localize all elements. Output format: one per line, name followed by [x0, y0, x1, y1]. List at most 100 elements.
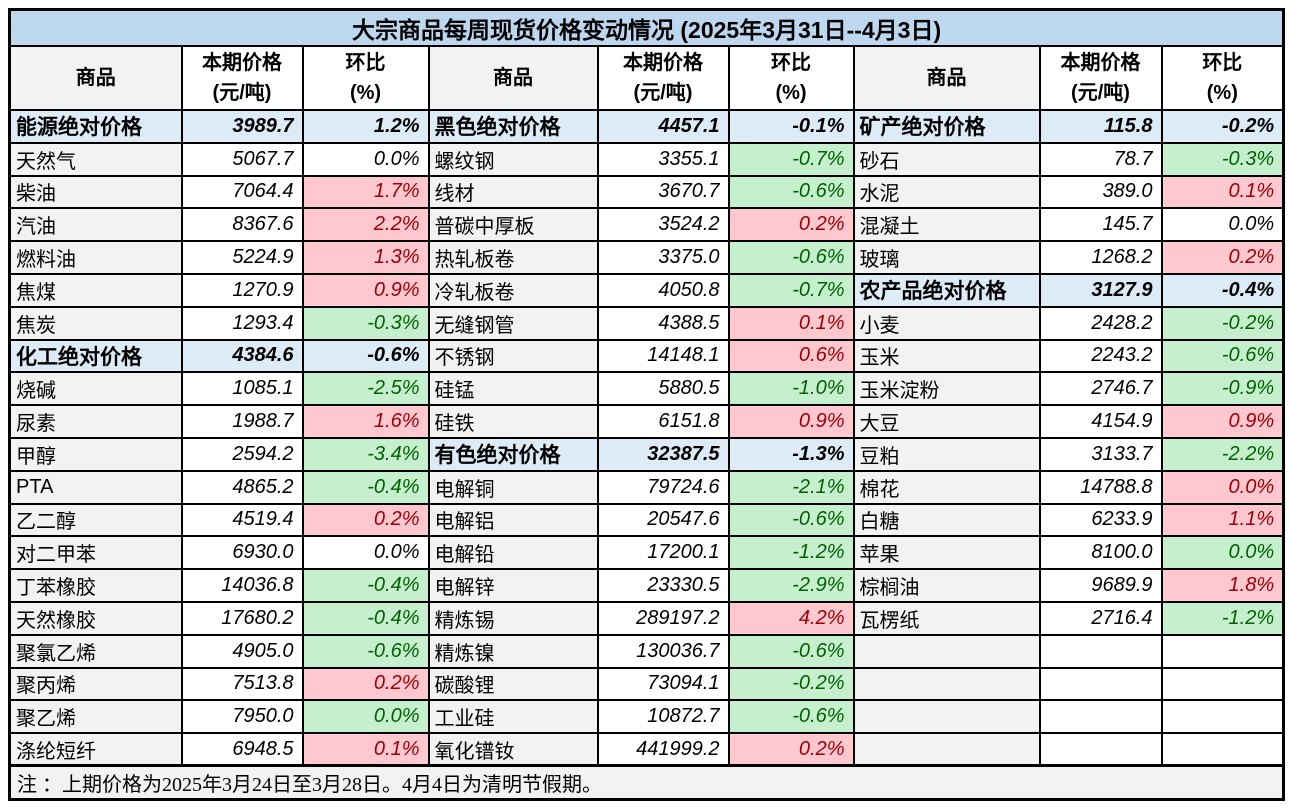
price-value: 78.7: [1038, 141, 1163, 177]
price-value: 7950.0: [180, 699, 304, 735]
commodity-name: PTA: [8, 469, 183, 505]
price-value: 389.0: [1038, 174, 1163, 210]
header-price-label: 本期价格: [1060, 52, 1141, 74]
header-price-unit: (元/吨): [633, 82, 693, 104]
price-value: 2594.2: [180, 436, 304, 472]
header-price: 本期价格 (元/吨): [1038, 45, 1163, 111]
table-row: 烧碱 1085.1 -2.5% 硅锰 5880.5 -1.0% 玉米淀粉 2746.7 -0.9…: [8, 371, 1285, 407]
pct-change: 0.9%: [301, 272, 430, 308]
pct-change: 0.0%: [301, 699, 430, 735]
commodity-name: 不锈钢: [427, 338, 599, 374]
title-row: 大宗商品每周现货价格变动情况 (2025年3月31日--4月3日): [8, 8, 1285, 47]
commodity-name: 棕榈油: [852, 568, 1041, 603]
price-value: 6948.5: [180, 732, 304, 767]
pct-change: -0.6%: [727, 240, 855, 275]
price-value: 5224.9: [180, 240, 304, 275]
page-title: 大宗商品每周现货价格变动情况 (2025年3月31日--4月3日): [8, 8, 1285, 47]
header-commodity-label: 商品: [75, 67, 116, 89]
spreadsheet: 大宗商品每周现货价格变动情况 (2025年3月31日--4月3日) 商品 本期价…: [8, 8, 1286, 802]
table-row: 天然气 5067.7 0.0% 螺纹钢 3355.1 -0.7% 砂石 78.7 -0.3%: [8, 141, 1285, 177]
pct-change: -1.2%: [1160, 600, 1285, 636]
price-value: 8100.0: [1038, 535, 1163, 571]
price-value: 73094.1: [596, 666, 730, 702]
price-value: 1085.1: [180, 371, 304, 407]
commodity-name: 棉花: [852, 469, 1041, 505]
header-price-label: 本期价格: [623, 52, 703, 74]
pct-change: [1160, 732, 1285, 767]
commodity-name: 硅锰: [427, 371, 599, 407]
pct-change: -2.1%: [727, 469, 855, 505]
table-row: 天然橡胶 17680.2 -0.4% 精炼锡 289197.2 4.2% 瓦楞纸 2716.4…: [8, 600, 1285, 636]
price-value: 3989.7: [180, 109, 304, 144]
header-wow: 环比 (%): [727, 45, 855, 111]
commodity-name: 黑色绝对价格: [427, 109, 599, 144]
pct-change: [1160, 633, 1285, 669]
commodity-name: 电解铜: [427, 469, 599, 505]
commodity-name: 混凝土: [852, 207, 1041, 243]
commodity-name: 天然橡胶: [8, 600, 183, 636]
pct-change: -2.9%: [727, 568, 855, 603]
pct-change: 0.2%: [301, 666, 430, 702]
price-value: 4388.5: [596, 305, 730, 341]
price-value: 1988.7: [180, 404, 304, 439]
pct-change: 0.0%: [1160, 469, 1285, 505]
header-price-label: 本期价格: [202, 52, 282, 74]
table-row: 聚乙烯 7950.0 0.0% 工业硅 10872.7 -0.6%: [8, 699, 1285, 735]
pct-change: -0.7%: [727, 272, 855, 308]
price-value: 5067.7: [180, 141, 304, 177]
pct-change: -1.3%: [727, 436, 855, 472]
commodity-name: 甲醇: [8, 436, 183, 472]
header-wow-unit: (%): [775, 82, 807, 104]
price-value: 4050.8: [596, 272, 730, 308]
table-row: 汽油 8367.6 2.2% 普碳中厚板 3524.2 0.2% 混凝土 145.7 0.0%: [8, 207, 1285, 243]
commodity-name: 热轧板卷: [427, 240, 599, 275]
header-row: 商品 本期价格 (元/吨) 环比 (%) 商品 本期价格 (元/吨) 环比 (%) 商品…: [8, 45, 1285, 111]
commodity-name: 电解铅: [427, 535, 599, 571]
commodity-name: 燃料油: [8, 240, 183, 275]
price-value: 3133.7: [1038, 436, 1163, 472]
commodity-name: 玻璃: [852, 240, 1041, 275]
pct-change: 0.1%: [727, 305, 855, 341]
commodity-name: 焦炭: [8, 305, 183, 341]
table-row: 乙二醇 4519.4 0.2% 电解铝 20547.6 -0.6% 白糖 6233.9 1.1%: [8, 502, 1285, 538]
commodity-name: 乙二醇: [8, 502, 183, 538]
commodity-name: [852, 633, 1041, 669]
pct-change: -2.2%: [1160, 436, 1285, 472]
commodity-name: 螺纹钢: [427, 141, 599, 177]
table-row: 涤纶短纤 6948.5 0.1% 氧化镨钕 441999.2 0.2%: [8, 732, 1285, 767]
pct-change: -0.9%: [1160, 371, 1285, 407]
note-row: 注 ：上期价格为2025年3月24日至3月28日。4月4日为清明节假期。: [8, 764, 1285, 801]
commodity-name: 小麦: [852, 305, 1041, 341]
commodity-name: 能源绝对价格: [8, 109, 183, 144]
header-wow: 环比 (%): [1160, 45, 1285, 111]
table-row: 甲醇 2594.2 -3.4% 有色绝对价格 32387.5 -1.3% 豆粕 3133.7-…: [8, 436, 1285, 472]
pct-change: -3.4%: [301, 436, 430, 472]
table-row: 对二甲苯 6930.0 0.0% 电解铅 17200.1 -1.2% 苹果 8100.0 0.0…: [8, 535, 1285, 571]
header-commodity-label: 商品: [926, 67, 967, 89]
pct-change: -0.2%: [727, 666, 855, 702]
commodity-name: 矿产绝对价格: [852, 109, 1041, 144]
price-value: 3670.7: [596, 174, 730, 210]
pct-change: 0.2%: [301, 502, 430, 538]
pct-change: -1.0%: [727, 371, 855, 407]
price-value: 3524.2: [596, 207, 730, 243]
commodity-name: 有色绝对价格: [427, 436, 599, 472]
price-value: 1270.9: [180, 272, 304, 308]
commodity-name: 冷轧板卷: [427, 272, 599, 308]
price-table: 大宗商品每周现货价格变动情况 (2025年3月31日--4月3日) 商品 本期价…: [8, 8, 1286, 802]
pct-change: 1.1%: [1160, 502, 1285, 538]
commodity-name: 水泥: [852, 174, 1041, 210]
table-row: 柴油 7064.4 1.7% 线材 3670.7 -0.6% 水泥 389.0 0.1%: [8, 174, 1285, 210]
price-value: 2746.7: [1038, 371, 1163, 407]
pct-change: [1160, 666, 1285, 702]
table-row: PTA 4865.2 -0.4% 电解铜 79724.6 -2.1% 棉花 14788.8 0.…: [8, 469, 1285, 505]
commodity-name: 农产品绝对价格: [852, 272, 1041, 308]
commodity-name: 豆粕: [852, 436, 1041, 472]
commodity-name: 碳酸锂: [427, 666, 599, 702]
pct-change: -0.4%: [301, 600, 430, 636]
commodity-name: 烧碱: [8, 371, 183, 407]
price-value: 4905.0: [180, 633, 304, 669]
price-value: 6930.0: [180, 535, 304, 571]
header-wow-unit: (%): [349, 82, 382, 104]
price-value: [1038, 732, 1163, 767]
